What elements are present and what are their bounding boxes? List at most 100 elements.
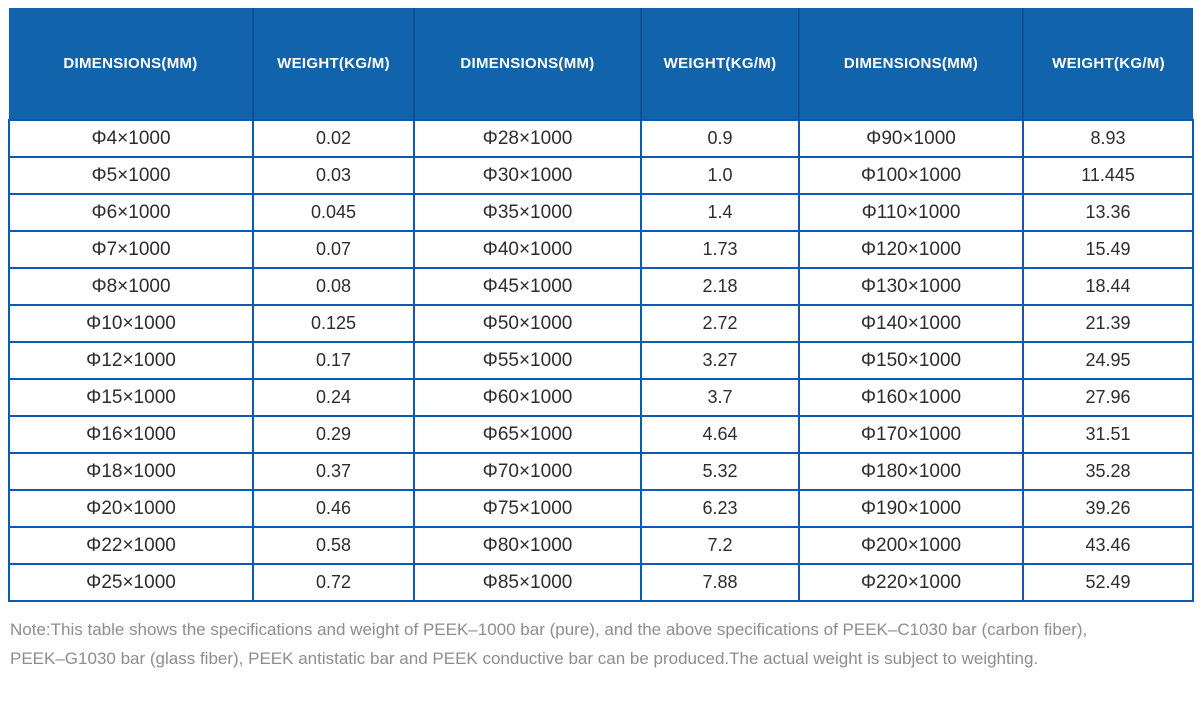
dimension-cell: Φ7×1000	[8, 230, 254, 269]
header-cell-weight: WEIGHT(KG/M)	[640, 8, 799, 120]
dimension-cell: Φ170×1000	[798, 415, 1024, 454]
dimension-cell: Φ150×1000	[798, 341, 1024, 380]
dimension-cell: Φ55×1000	[413, 341, 642, 380]
dimension-cell: Φ28×1000	[413, 119, 642, 158]
table-row: Φ4×1000 0.02 Φ28×1000 0.9 Φ90×1000 8.93	[8, 119, 1194, 158]
table-row: Φ20×1000 0.46 Φ75×1000 6.23 Φ190×1000 39.26	[8, 489, 1194, 528]
dimension-cell: Φ60×1000	[413, 378, 642, 417]
weight-cell: 0.58	[252, 526, 415, 565]
weight-cell: 3.7	[640, 378, 800, 417]
weight-cell: 0.24	[252, 378, 415, 417]
weight-cell: 1.73	[640, 230, 800, 269]
header-cell-weight: WEIGHT(KG/M)	[1022, 8, 1193, 120]
weight-cell: 1.4	[640, 193, 800, 232]
dimension-cell: Φ20×1000	[8, 489, 254, 528]
dimension-cell: Φ200×1000	[798, 526, 1024, 565]
weight-cell: 7.88	[640, 563, 800, 602]
dimension-cell: Φ85×1000	[413, 563, 642, 602]
dimension-cell: Φ5×1000	[8, 156, 254, 195]
weight-cell: 13.36	[1022, 193, 1194, 232]
peek-bar-spec-table: DIMENSIONS(MM) WEIGHT(KG/M) DIMENSIONS(MM)…	[8, 8, 1194, 602]
table-row: Φ7×1000 0.07 Φ40×1000 1.73 Φ120×1000 15.49	[8, 230, 1194, 269]
dimension-cell: Φ16×1000	[8, 415, 254, 454]
weight-cell: 0.17	[252, 341, 415, 380]
table-row: Φ25×1000 0.72 Φ85×1000 7.88 Φ220×1000 52.49	[8, 563, 1194, 602]
weight-cell: 52.49	[1022, 563, 1194, 602]
dimension-cell: Φ12×1000	[8, 341, 254, 380]
weight-cell: 0.03	[252, 156, 415, 195]
dimension-cell: Φ6×1000	[8, 193, 254, 232]
header-cell-weight: WEIGHT(KG/M)	[252, 8, 414, 120]
dimension-cell: Φ120×1000	[798, 230, 1024, 269]
table-header-row: DIMENSIONS(MM) WEIGHT(KG/M) DIMENSIONS(MM)…	[9, 8, 1193, 120]
weight-cell: 21.39	[1022, 304, 1194, 343]
dimension-cell: Φ160×1000	[798, 378, 1024, 417]
weight-cell: 0.9	[640, 119, 800, 158]
table-row: Φ16×1000 0.29 Φ65×1000 4.64 Φ170×1000 31.51	[8, 415, 1194, 454]
header-cell-dimensions: DIMENSIONS(MM)	[9, 8, 253, 120]
weight-cell: 0.125	[252, 304, 415, 343]
weight-cell: 0.02	[252, 119, 415, 158]
weight-cell: 4.64	[640, 415, 800, 454]
header-cell-dimensions: DIMENSIONS(MM)	[413, 8, 641, 120]
weight-cell: 8.93	[1022, 119, 1194, 158]
dimension-cell: Φ65×1000	[413, 415, 642, 454]
weight-cell: 15.49	[1022, 230, 1194, 269]
table-row: Φ18×1000 0.37 Φ70×1000 5.32 Φ180×1000 35.28	[8, 452, 1194, 491]
peek-bar-spec-sheet: DIMENSIONS(MM) WEIGHT(KG/M) DIMENSIONS(MM)…	[8, 8, 1194, 673]
weight-cell: 0.08	[252, 267, 415, 306]
weight-cell: 31.51	[1022, 415, 1194, 454]
dimension-cell: Φ18×1000	[8, 452, 254, 491]
note-line-2: PEEK–G1030 bar (glass fiber), PEEK antis…	[10, 649, 1039, 668]
weight-cell: 6.23	[640, 489, 800, 528]
weight-cell: 27.96	[1022, 378, 1194, 417]
weight-cell: 1.0	[640, 156, 800, 195]
header-cell-dimensions: DIMENSIONS(MM)	[798, 8, 1023, 120]
weight-cell: 3.27	[640, 341, 800, 380]
dimension-cell: Φ40×1000	[413, 230, 642, 269]
dimension-cell: Φ110×1000	[798, 193, 1024, 232]
weight-cell: 5.32	[640, 452, 800, 491]
dimension-cell: Φ22×1000	[8, 526, 254, 565]
table-row: Φ12×1000 0.17 Φ55×1000 3.27 Φ150×1000 24.95	[8, 341, 1194, 380]
table-row: Φ10×1000 0.125 Φ50×1000 2.72 Φ140×1000 21.39	[8, 304, 1194, 343]
weight-cell: 35.28	[1022, 452, 1194, 491]
table-row: Φ22×1000 0.58 Φ80×1000 7.2 Φ200×1000 43.46	[8, 526, 1194, 565]
weight-cell: 0.72	[252, 563, 415, 602]
dimension-cell: Φ8×1000	[8, 267, 254, 306]
weight-cell: 0.29	[252, 415, 415, 454]
dimension-cell: Φ15×1000	[8, 378, 254, 417]
dimension-cell: Φ4×1000	[8, 119, 254, 158]
dimension-cell: Φ45×1000	[413, 267, 642, 306]
weight-cell: 43.46	[1022, 526, 1194, 565]
table-row: Φ15×1000 0.24 Φ60×1000 3.7 Φ160×1000 27.96	[8, 378, 1194, 417]
weight-cell: 0.37	[252, 452, 415, 491]
table-row: Φ5×1000 0.03 Φ30×1000 1.0 Φ100×1000 11.445	[8, 156, 1194, 195]
dimension-cell: Φ30×1000	[413, 156, 642, 195]
note-line-1: Note:This table shows the specifications…	[10, 620, 1088, 639]
weight-cell: 11.445	[1022, 156, 1194, 195]
weight-cell: 2.18	[640, 267, 800, 306]
weight-cell: 39.26	[1022, 489, 1194, 528]
dimension-cell: Φ180×1000	[798, 452, 1024, 491]
table-body: Φ4×1000 0.02 Φ28×1000 0.9 Φ90×1000 8.93 Φ5×100…	[8, 119, 1194, 602]
weight-cell: 0.045	[252, 193, 415, 232]
dimension-cell: Φ50×1000	[413, 304, 642, 343]
dimension-cell: Φ130×1000	[798, 267, 1024, 306]
weight-cell: 0.07	[252, 230, 415, 269]
dimension-cell: Φ190×1000	[798, 489, 1024, 528]
table-header: DIMENSIONS(MM) WEIGHT(KG/M) DIMENSIONS(MM)…	[9, 8, 1193, 120]
weight-cell: 18.44	[1022, 267, 1194, 306]
dimension-cell: Φ220×1000	[798, 563, 1024, 602]
dimension-cell: Φ100×1000	[798, 156, 1024, 195]
table-note: Note:This table shows the specifications…	[10, 615, 1194, 673]
weight-cell: 2.72	[640, 304, 800, 343]
weight-cell: 7.2	[640, 526, 800, 565]
dimension-cell: Φ80×1000	[413, 526, 642, 565]
dimension-cell: Φ140×1000	[798, 304, 1024, 343]
dimension-cell: Φ10×1000	[8, 304, 254, 343]
table-row: Φ6×1000 0.045 Φ35×1000 1.4 Φ110×1000 13.36	[8, 193, 1194, 232]
dimension-cell: Φ90×1000	[798, 119, 1024, 158]
dimension-cell: Φ70×1000	[413, 452, 642, 491]
weight-cell: 0.46	[252, 489, 415, 528]
